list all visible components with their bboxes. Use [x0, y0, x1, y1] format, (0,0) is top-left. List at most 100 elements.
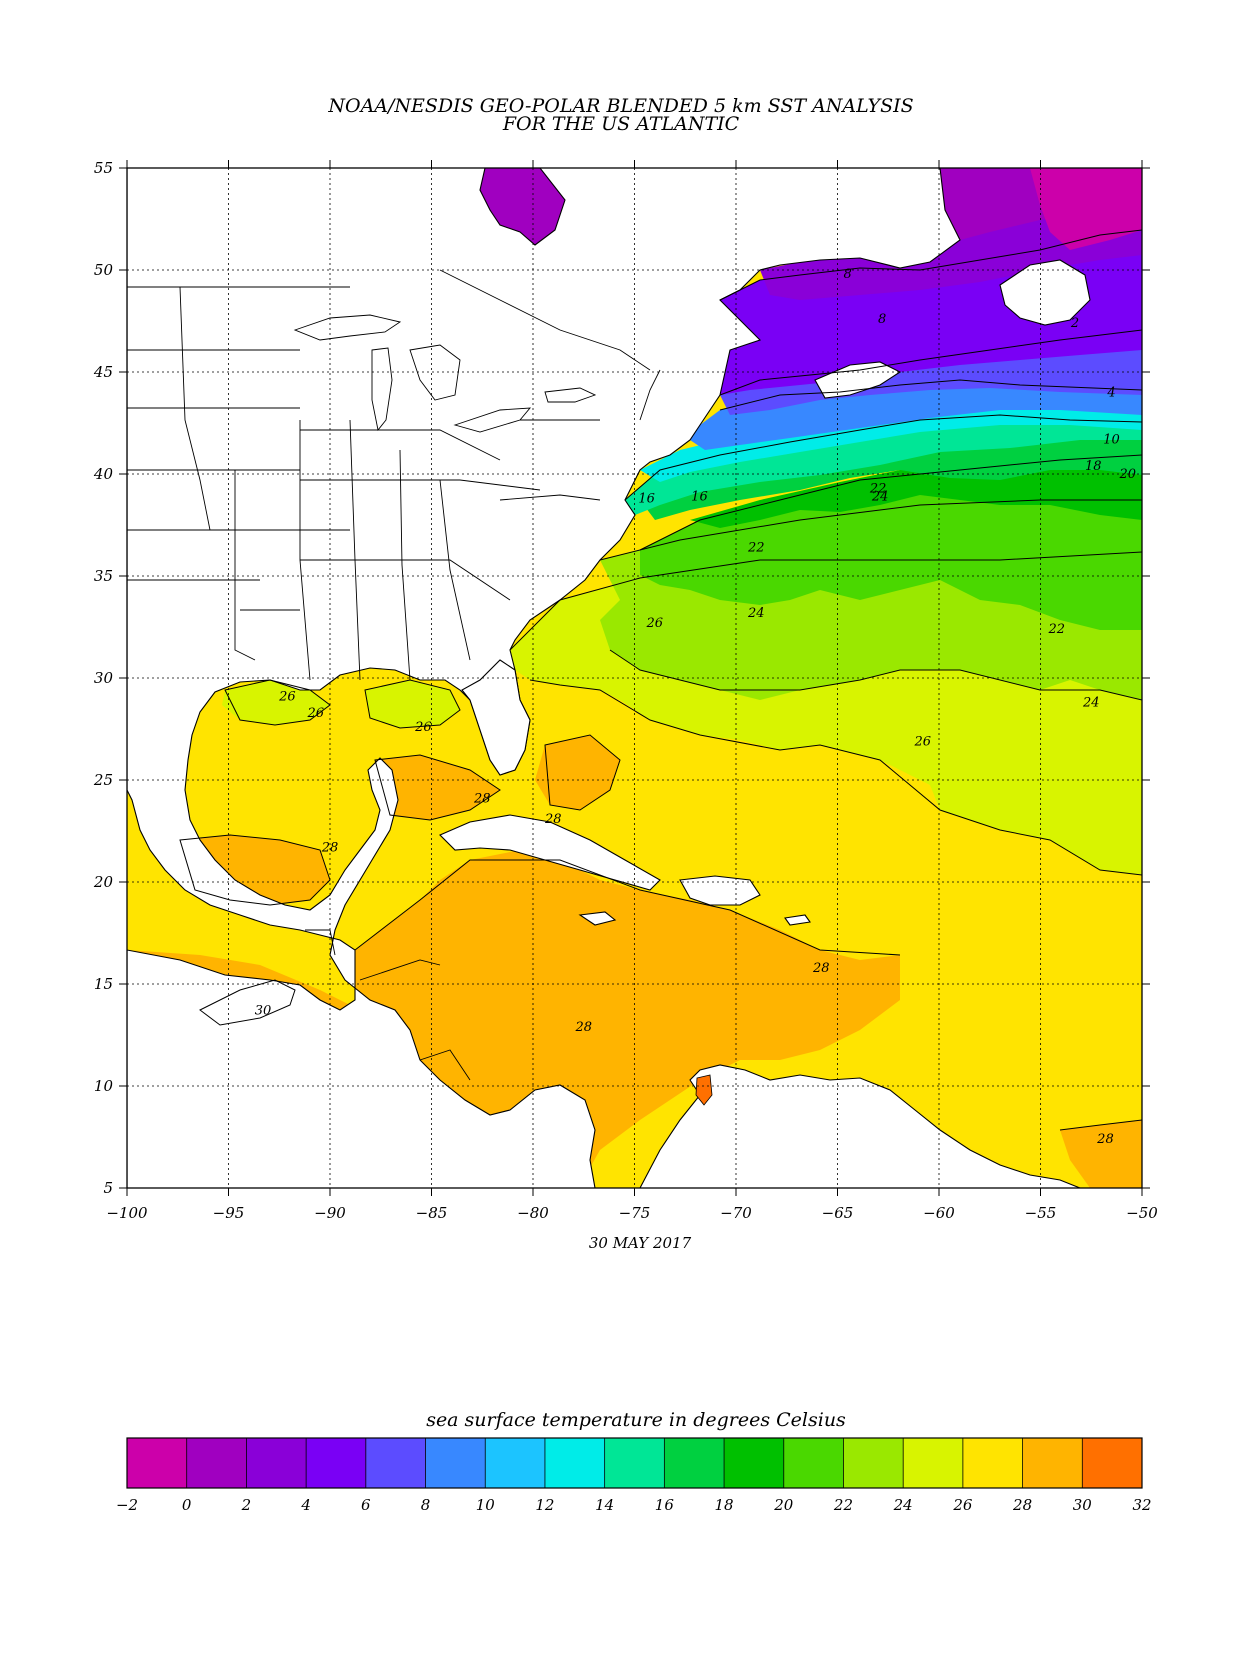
colorbar-label: 6: [361, 1496, 371, 1514]
sst-colorbar: −2 0 2 4 6 8 10 12 14 16 18 20 22 24 26 28 30 32: [116, 1437, 1152, 1514]
tick-label-lat: 40: [93, 465, 114, 483]
tick-label-lat: 35: [94, 567, 113, 585]
contour-label: 28: [321, 840, 339, 855]
colorbar-label: 16: [655, 1496, 675, 1514]
colorbar-swatch: [783, 1438, 844, 1488]
colorbar-label: 22: [833, 1496, 853, 1514]
contour-label: 16: [638, 492, 655, 507]
analysis-date: 30 MAY 2017: [589, 1234, 692, 1252]
colorbar-label: 10: [476, 1496, 496, 1514]
colorbar-label: 2: [241, 1496, 252, 1514]
colorbar-label: 8: [421, 1496, 431, 1514]
colorbar-swatch: [365, 1438, 427, 1488]
colorbar-swatch: [127, 1438, 188, 1488]
colorbar-frame: [126, 1437, 1143, 1489]
map-title-line1: NOAA/NESDIS GEO-POLAR BLENDED 5 km SST A…: [327, 95, 913, 117]
sst-contours: [179, 229, 1142, 1131]
colorbar-label: 20: [773, 1496, 794, 1514]
colorbar-swatch: [1022, 1438, 1083, 1488]
colorbar-swatch: [544, 1438, 606, 1488]
tick-label-lon: −75: [619, 1204, 651, 1222]
sst-hudson-bay: [480, 168, 565, 245]
contour-label: 2: [1070, 316, 1079, 331]
tick-label-lat: 10: [94, 1077, 114, 1095]
colorbar-swatch: [1082, 1438, 1143, 1488]
lake-michigan: [371, 347, 393, 432]
tick-label-lon: −95: [213, 1204, 245, 1222]
colorbar-swatch: [664, 1438, 725, 1488]
colorbar-swatch: [306, 1438, 367, 1488]
contour-label: 28: [473, 791, 491, 806]
contour-label: 8: [878, 312, 886, 327]
colorbar-label: 0: [182, 1496, 192, 1514]
lake-huron: [409, 344, 461, 401]
sst-band-28-caribbean: [355, 850, 900, 1185]
sst-band-16: [625, 415, 1142, 515]
map-gridlines: [127, 168, 1142, 1188]
tick-label-lat: 45: [93, 363, 113, 381]
contour-label: 28: [574, 1020, 592, 1035]
tick-label-lon: −85: [416, 1204, 448, 1222]
contour-label: 8: [844, 267, 852, 282]
colorbar-label: 18: [715, 1496, 734, 1514]
map-axis-ticks: −100 −95 −90 −85 −80 −75 −70 −65 −60 −55 −50 5 10 15 2…: [93, 159, 1158, 1222]
tick-label-lat: 25: [93, 771, 113, 789]
contour-label: 26: [414, 720, 432, 735]
sst-band-minus2: [1030, 168, 1142, 250]
tick-label-lon: −70: [720, 1204, 752, 1222]
political-borders: [127, 269, 661, 1081]
tick-label-lon: −90: [314, 1204, 346, 1222]
colorbar-label: 4: [300, 1496, 311, 1514]
contour-label: 22: [1047, 622, 1065, 637]
tick-label-lat: 30: [94, 669, 114, 687]
colorbar-swatch: [485, 1438, 546, 1488]
sst-band-18: [640, 430, 1142, 520]
tick-label-lon: −100: [106, 1204, 148, 1222]
colorbar-swatch: [903, 1438, 964, 1488]
contour-label: 28: [544, 812, 562, 827]
tick-label-lon: −60: [923, 1204, 955, 1222]
colorbar-swatch: [724, 1438, 785, 1488]
sst-band-12: [640, 400, 1142, 482]
tick-label-lon: −50: [1126, 1204, 1158, 1222]
colorbar-swatch: [843, 1438, 904, 1488]
land-newfoundland: [999, 259, 1091, 326]
sst-band-28-se: [1060, 1120, 1142, 1188]
sst-band-26-gulf2: [365, 680, 460, 728]
colorbar-swatch: [604, 1438, 665, 1488]
lake-superior: [293, 314, 402, 341]
contour-label: 18: [1085, 459, 1102, 474]
lake-erie: [453, 407, 532, 433]
contour-label: 26: [913, 734, 931, 749]
tick-label-lat: 15: [94, 975, 113, 993]
land-jamaica: [578, 911, 617, 926]
colorbar-label: 28: [1012, 1496, 1032, 1514]
sst-band-28-bahamas: [535, 735, 620, 810]
colorbar-label: 14: [595, 1496, 614, 1514]
tick-label-lon: −80: [517, 1204, 549, 1222]
contour-label: 22: [869, 481, 887, 496]
land-cuba: [439, 814, 661, 891]
contour-label: 24: [1082, 696, 1100, 711]
colorbar-swatch: [425, 1438, 486, 1488]
land-hispaniola: [679, 875, 761, 906]
sst-band-28-yucatan: [372, 755, 500, 820]
colorbar-label: 24: [893, 1496, 913, 1514]
contour-label: 10: [1103, 432, 1120, 447]
sst-band-26-gulf: [222, 680, 330, 725]
contour-label: 28: [1096, 1132, 1114, 1147]
contour-label: 26: [278, 689, 296, 704]
contour-label: 22: [747, 541, 765, 556]
map-title-line2: FOR THE US ATLANTIC: [502, 113, 740, 135]
contour-label: 28: [812, 961, 830, 976]
land-nova-scotia: [814, 361, 902, 399]
colorbar-swatch: [962, 1438, 1024, 1488]
contour-label: 20: [1119, 467, 1137, 482]
colorbar-title: sea surface temperature in degrees Celsi…: [426, 1409, 846, 1431]
tick-label-lat: 50: [94, 261, 114, 279]
land-florida: [461, 659, 531, 776]
contour-label: 26: [646, 616, 664, 631]
